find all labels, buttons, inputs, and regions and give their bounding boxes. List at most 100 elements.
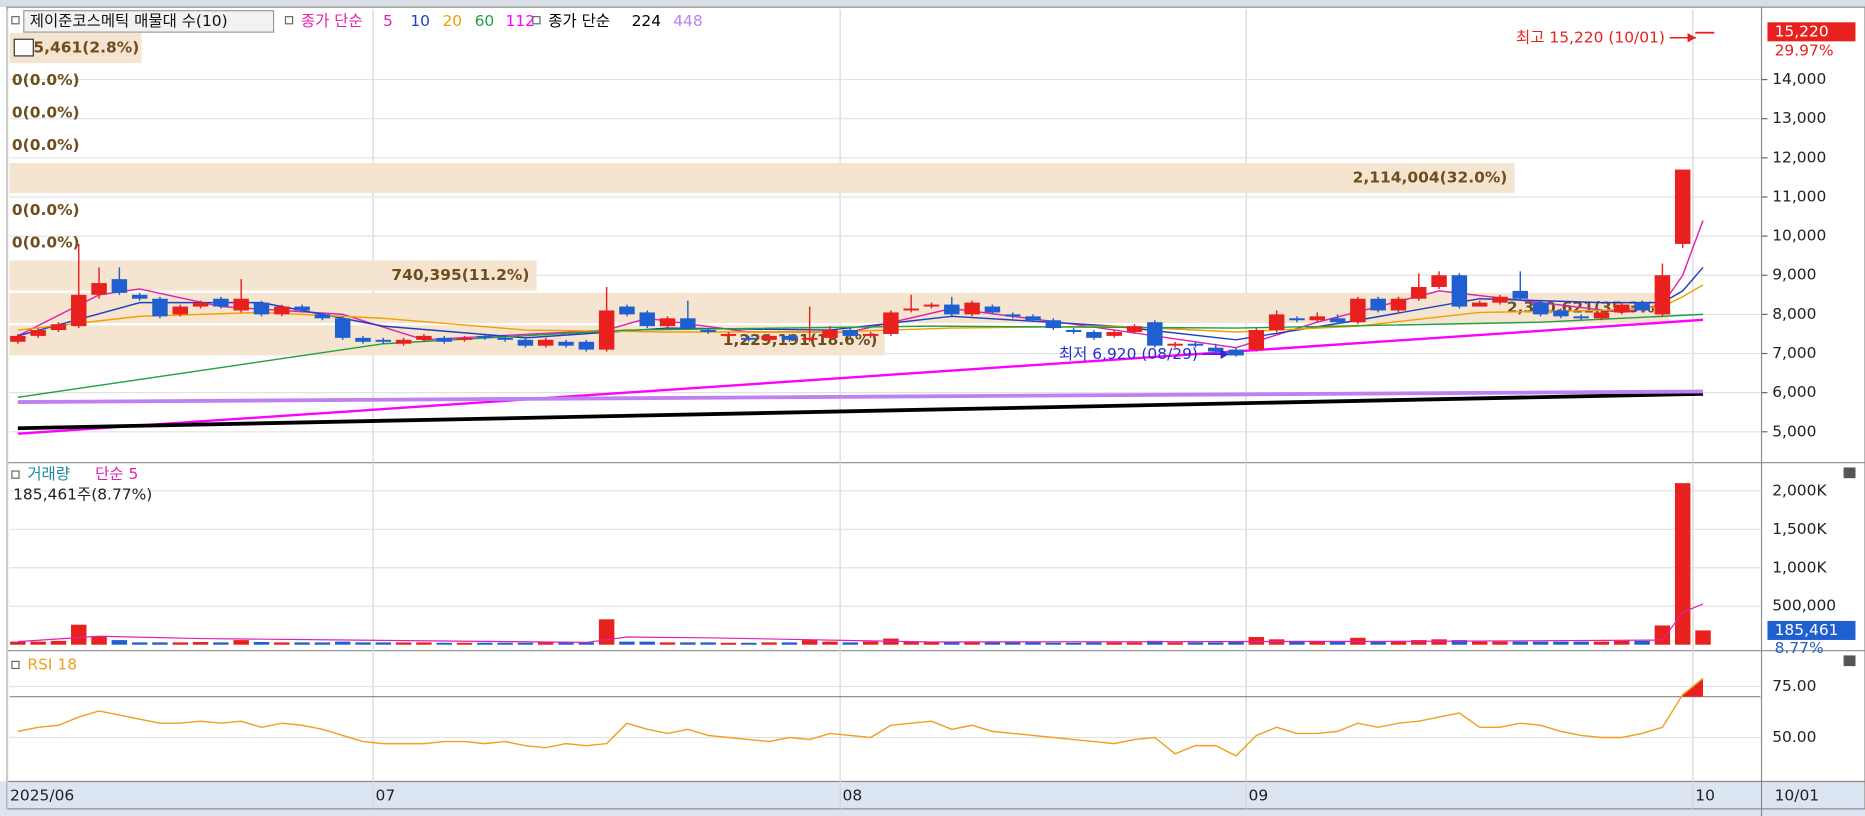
- volume-bar: [1329, 641, 1346, 645]
- candle-body: [294, 306, 310, 311]
- candle-body: [1329, 318, 1346, 323]
- candle-body: [71, 294, 87, 327]
- candle-body: [1512, 290, 1529, 299]
- candle-body: [862, 333, 879, 336]
- volume-bar: [842, 642, 859, 645]
- volume-bar: [172, 642, 188, 645]
- volume-bar: [1187, 642, 1204, 645]
- candle-body: [1187, 343, 1204, 346]
- volume-bar: [1593, 641, 1610, 645]
- volume-bar: [639, 641, 655, 645]
- candle-body: [1654, 275, 1671, 315]
- legend-entry: 20: [442, 12, 462, 30]
- y-tick-label: 500,000: [1772, 597, 1836, 615]
- y-tick-label: 12,000: [1772, 148, 1826, 166]
- volume-bar: [1289, 640, 1305, 645]
- x-tick-label: 10: [1695, 786, 1715, 804]
- volume-bar: [1065, 642, 1082, 645]
- x-tick-label: 2025/06: [10, 786, 74, 804]
- plot: 2025/06 07 08 09 10 10/01 5,000 6,000 7,000 8,000…: [9, 10, 1856, 804]
- candle-body: [50, 324, 67, 331]
- close-icon[interactable]: [1843, 655, 1856, 667]
- candle-body: [720, 333, 737, 336]
- close-icon[interactable]: [1843, 467, 1856, 479]
- volume-bar: [497, 642, 513, 645]
- legend-bullet: [11, 16, 20, 25]
- volume-bar: [192, 642, 209, 645]
- y-tick-label: 2,000K: [1772, 481, 1827, 499]
- legend-entry: 60: [475, 12, 495, 30]
- volume-profile-label: 1,229,191(18.6%): [723, 331, 878, 349]
- candle-body: [334, 318, 351, 338]
- volume-bar: [801, 640, 818, 645]
- legend-label: 종가 단순: [548, 12, 610, 30]
- candle-body: [30, 330, 46, 336]
- volume-bar: [253, 642, 270, 645]
- volume-bar: [334, 641, 351, 645]
- volume-bar: [1451, 640, 1468, 645]
- volume-bar: [761, 642, 777, 645]
- volume-bar: [659, 642, 676, 645]
- volume-bar: [700, 642, 716, 645]
- candle-body: [1248, 330, 1265, 350]
- y-tick-label: 50.00: [1772, 728, 1816, 746]
- candle-body: [416, 335, 432, 340]
- candle-body: [1126, 326, 1143, 332]
- volume-bar: [274, 642, 290, 645]
- candle-body: [1492, 296, 1508, 303]
- candle-body: [477, 335, 493, 338]
- candle-body: [1309, 316, 1325, 321]
- candle-body: [1614, 304, 1630, 313]
- volume-bar: [10, 641, 26, 645]
- legend-bullet: [284, 16, 294, 25]
- volume-bar: [1695, 630, 1711, 645]
- volume-bar: [1654, 625, 1671, 645]
- volume-bar: [1512, 641, 1529, 645]
- candle-body: [314, 314, 331, 319]
- volume-bar: [30, 641, 46, 645]
- candle-body: [984, 306, 1001, 313]
- volume-bar: [233, 640, 249, 645]
- volume-bar: [1532, 641, 1549, 645]
- candle-body: [395, 339, 412, 344]
- volume-bar: [598, 619, 615, 645]
- cursor-date: 10/01: [1775, 786, 1820, 804]
- volume-bar: [111, 640, 128, 645]
- volume-profile-label: 0(0.0%): [12, 201, 80, 219]
- candle-body: [233, 298, 249, 311]
- y-tick-label: 11,000: [1772, 187, 1826, 205]
- candle-body: [1228, 349, 1244, 356]
- candle-body: [639, 312, 655, 327]
- last-price-box: [1767, 22, 1856, 42]
- candle-body: [1411, 286, 1427, 299]
- volume-bar: [1248, 637, 1265, 645]
- volume-bar: [741, 642, 757, 645]
- y-tick-label: 75.00: [1772, 677, 1816, 695]
- candle-body: [1106, 331, 1122, 336]
- volume-bar: [720, 642, 737, 645]
- candle-body: [1634, 302, 1650, 311]
- moving-average: [17, 389, 1704, 404]
- volume-bar: [680, 642, 696, 645]
- y-tick-label: 9,000: [1772, 266, 1816, 284]
- candle-body: [1086, 331, 1102, 338]
- volume-bar: [152, 642, 168, 645]
- change-label: 29.97%: [1775, 41, 1834, 59]
- volume-bar: [1167, 642, 1183, 645]
- candle-body: [1350, 298, 1366, 323]
- table-icon[interactable]: [13, 38, 34, 57]
- y-tick-label: 13,000: [1772, 109, 1826, 127]
- candle-body: [944, 304, 960, 315]
- candle-body: [517, 339, 534, 346]
- candle-body: [1004, 314, 1021, 317]
- candle-body: [192, 302, 209, 307]
- legend-entry: 448: [673, 12, 702, 30]
- title-box: [23, 10, 275, 33]
- y-tick-label: 6,000: [1772, 383, 1816, 401]
- volume-bar: [1228, 641, 1244, 645]
- x-tick-label: 07: [376, 786, 396, 804]
- y-tick-label: 1,500K: [1772, 520, 1827, 538]
- top-strip: [0, 0, 1865, 8]
- candle-body: [456, 337, 473, 340]
